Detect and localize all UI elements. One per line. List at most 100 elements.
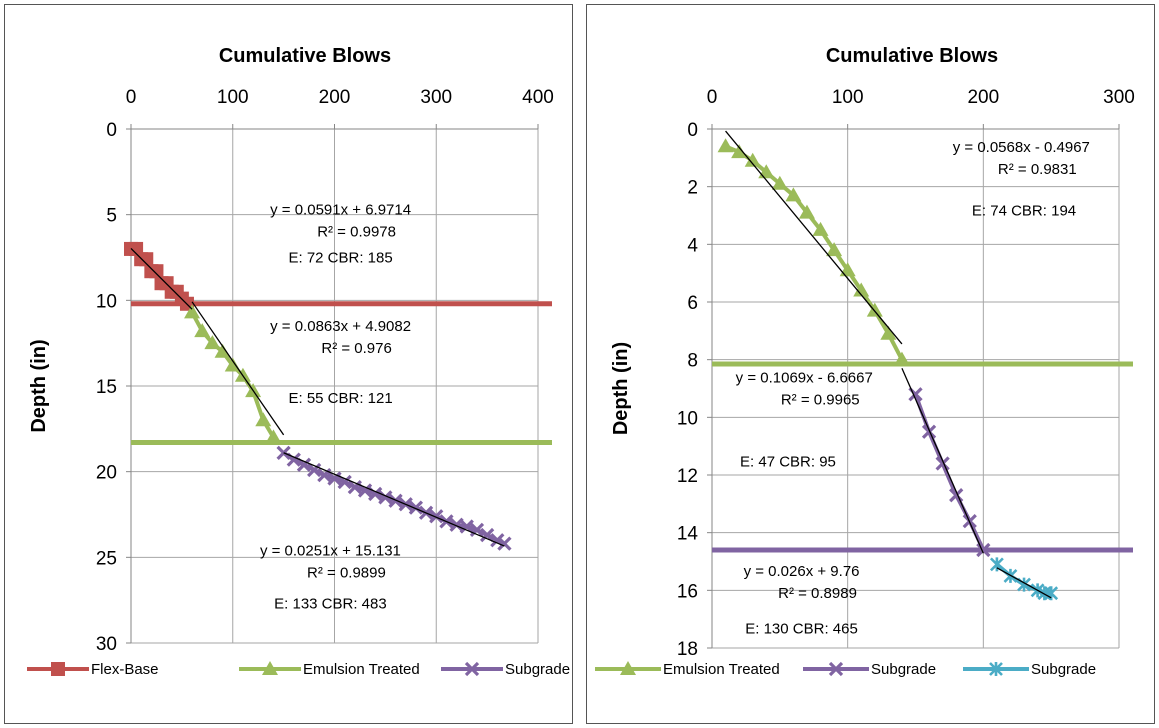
data-point — [184, 304, 201, 319]
legend-marker — [51, 662, 65, 676]
data-point — [337, 474, 352, 490]
data-point — [479, 527, 495, 543]
legend-label: Emulsion Treated — [303, 661, 420, 678]
x-tick-label: 100 — [832, 87, 864, 108]
data-point-stroke — [307, 462, 322, 478]
y-tick-label: 16 — [677, 581, 698, 602]
data-point — [921, 424, 937, 439]
data-point — [429, 509, 444, 524]
data-point-stroke — [388, 493, 403, 508]
data-point-stroke — [429, 509, 444, 524]
y-tick-label: 15 — [96, 377, 117, 398]
trendline — [283, 452, 505, 547]
y-tick-label: 25 — [96, 548, 117, 569]
chart-left: Cumulative Blows 0 100 200 300 400 0 5 10 15 20 25 3… — [27, 45, 570, 678]
data-point — [204, 335, 221, 350]
data-point — [989, 557, 1004, 572]
y-tick-label: 20 — [96, 463, 117, 484]
data-point — [976, 542, 991, 558]
data-point — [826, 242, 843, 257]
trendline — [130, 247, 193, 310]
data-point-stroke — [357, 483, 373, 498]
chart-title: Cumulative Blows — [219, 45, 391, 67]
legend-marker-stroke — [828, 661, 844, 677]
y-tick-label: 2 — [687, 178, 698, 199]
data-point-stroke — [459, 519, 474, 534]
data-point-stroke — [479, 527, 495, 543]
chart-panel-right: Cumulative Blows 0 100 200 300 0 2 4 6 8 10 12 14 16 1… — [586, 4, 1155, 724]
chart-title: Cumulative Blows — [826, 45, 998, 67]
data-point — [307, 462, 322, 478]
data-point — [893, 351, 910, 366]
data-point-stroke — [989, 557, 1004, 572]
data-point — [866, 302, 883, 317]
x-tick-label: 300 — [1103, 87, 1135, 108]
data-point — [1044, 586, 1059, 601]
y-tick-label: 8 — [687, 351, 698, 372]
annotation-line: E: 47 CBR: 95 — [740, 453, 836, 470]
annotation-line: y = 0.026x + 9.76 — [744, 563, 860, 580]
legend-marker — [262, 661, 278, 675]
data-point-stroke — [408, 500, 424, 515]
legend-item-flex-base: Flex-Base — [27, 661, 159, 678]
series-emulsion-treated — [717, 138, 910, 366]
legend-marker — [989, 662, 1003, 676]
annotation-line: y = 0.0568x - 0.4967 — [953, 139, 1090, 156]
y-tick-label: 10 — [677, 408, 698, 429]
annotation-line: E: 130 CBR: 465 — [745, 621, 858, 638]
legend-label: Subgrade — [1031, 661, 1096, 678]
data-point — [459, 519, 474, 534]
chart-right: Cumulative Blows 0 100 200 300 0 2 4 6 8 10 12 14 16 1… — [595, 45, 1135, 678]
annotation-line: y = 0.0863x + 4.9082 — [270, 318, 411, 335]
data-point — [408, 500, 424, 515]
x-tick-label: 200 — [967, 87, 999, 108]
x-tick-label: 0 — [707, 87, 718, 108]
y-tick-label: 18 — [677, 639, 698, 660]
legend-marker — [464, 661, 480, 677]
data-point — [853, 282, 870, 297]
chart-panel-left: Cumulative Blows 0 100 200 300 400 0 5 10 15 20 25 3… — [4, 4, 573, 724]
annotation-r2: R² = 0.8989 — [778, 585, 857, 602]
data-point — [717, 138, 734, 153]
annotation-line: E: 72 CBR: 185 — [288, 250, 392, 267]
legend-label: Flex-Base — [91, 661, 159, 678]
data-point — [744, 152, 761, 167]
x-tick-label: 200 — [319, 87, 351, 108]
data-point — [880, 325, 897, 340]
y-tick-label: 10 — [96, 291, 117, 312]
data-point — [935, 456, 950, 471]
legend-marker — [620, 661, 636, 675]
series-subgrade — [276, 445, 512, 551]
data-point — [785, 187, 802, 202]
data-point — [139, 252, 154, 267]
y-axis-label: Depth (in) — [610, 342, 632, 435]
annotation-r2: R² = 0.9831 — [998, 161, 1077, 178]
data-point — [812, 221, 829, 236]
y-tick-label: 5 — [106, 206, 117, 227]
annotation-line: E: 74 CBR: 194 — [972, 203, 1076, 220]
annotation-line: y = 0.0251x + 15.131 — [260, 543, 401, 560]
legend-marker — [828, 661, 844, 677]
legend-item-emulsion-treated: Emulsion Treated — [239, 661, 420, 678]
x-tick-label: 300 — [420, 87, 452, 108]
x-tick-label: 0 — [126, 87, 137, 108]
y-tick-label: 0 — [106, 120, 117, 141]
legend-label: Subgrade — [871, 661, 936, 678]
data-point — [798, 204, 815, 219]
annotation-line: y = 0.1069x - 6.6667 — [736, 370, 873, 387]
legend-item-subgrade: Subgrade — [963, 661, 1096, 678]
data-point — [497, 536, 512, 551]
data-point — [347, 479, 362, 495]
y-axis-label: Depth (in) — [28, 339, 50, 432]
data-point-stroke — [976, 542, 991, 558]
data-point — [224, 357, 241, 372]
data-point-stroke — [935, 456, 950, 471]
data-point-stroke — [469, 522, 485, 538]
annotation-line: E: 133 CBR: 483 — [274, 596, 387, 613]
legend-marker-stroke — [464, 661, 480, 677]
annotation-r2: R² = 0.9965 — [781, 392, 860, 409]
data-point — [469, 522, 485, 538]
trendline — [191, 301, 285, 436]
y-tick-label: 14 — [677, 524, 699, 545]
legend-label: Subgrade — [505, 661, 570, 678]
